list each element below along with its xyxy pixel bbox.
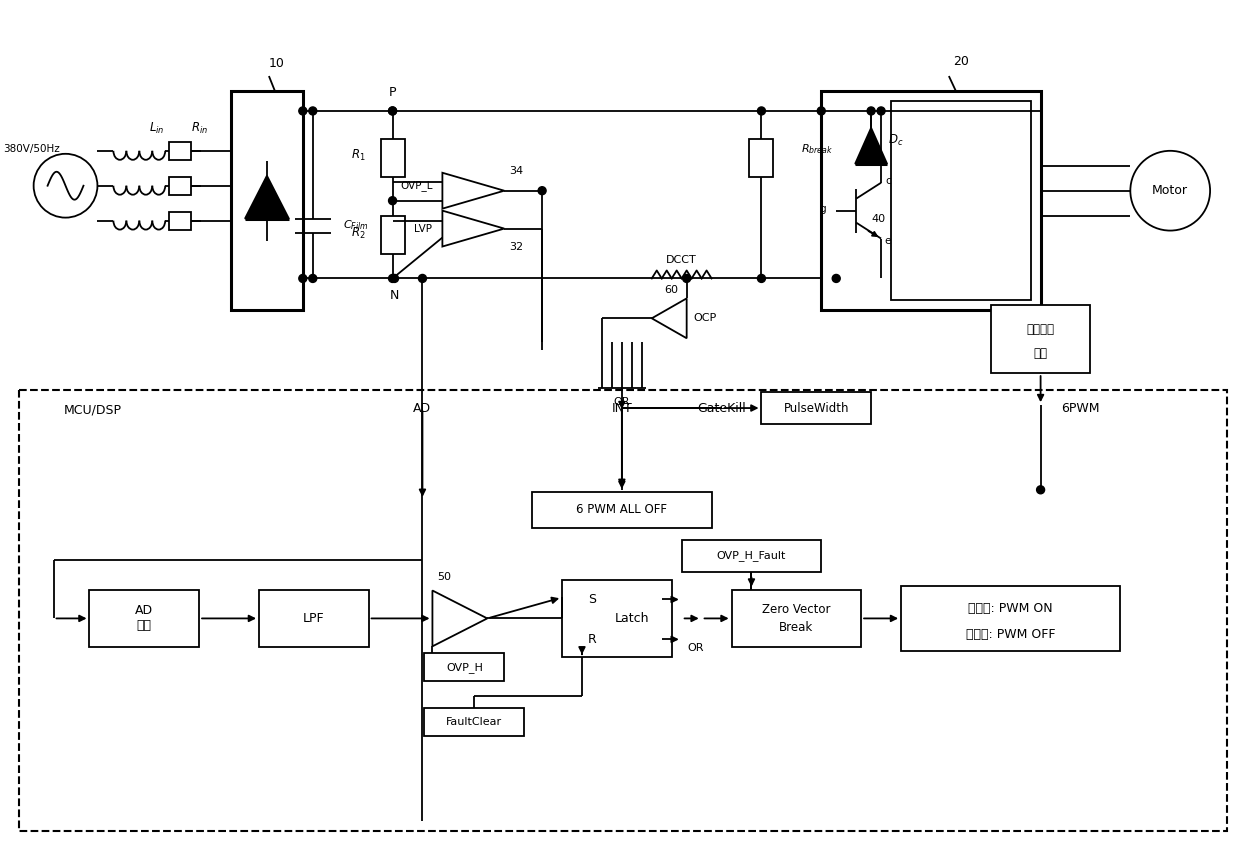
Text: PulseWidth: PulseWidth <box>784 402 849 415</box>
Bar <box>562 579 672 657</box>
Bar <box>231 91 303 310</box>
Text: g: g <box>820 204 826 214</box>
Circle shape <box>309 107 316 115</box>
Bar <box>169 176 191 195</box>
Circle shape <box>299 275 306 282</box>
Text: 6 PWM ALL OFF: 6 PWM ALL OFF <box>577 503 667 516</box>
Circle shape <box>388 197 397 204</box>
Text: Latch: Latch <box>615 612 649 625</box>
Bar <box>892 101 1030 300</box>
Text: c: c <box>885 176 890 186</box>
Text: INT: INT <box>611 402 632 415</box>
Text: 上桥臂: PWM OFF: 上桥臂: PWM OFF <box>966 628 1055 641</box>
Text: $R_{break}$: $R_{break}$ <box>801 142 833 156</box>
Circle shape <box>867 107 875 115</box>
Bar <box>991 305 1090 373</box>
Bar <box>901 585 1121 651</box>
Circle shape <box>758 275 765 282</box>
Bar <box>381 139 404 176</box>
Circle shape <box>309 275 316 282</box>
Circle shape <box>388 107 397 115</box>
Text: $D_c$: $D_c$ <box>888 133 904 148</box>
Circle shape <box>758 107 765 115</box>
Text: 6PWM: 6PWM <box>1061 402 1100 415</box>
Text: LVP: LVP <box>414 224 433 233</box>
Text: 60: 60 <box>665 286 678 295</box>
Text: GateKill: GateKill <box>697 402 746 415</box>
Bar <box>381 215 404 254</box>
Circle shape <box>1037 486 1044 494</box>
Text: $R_1$: $R_1$ <box>351 148 366 164</box>
Text: e: e <box>885 236 892 246</box>
Text: 下桥臂: PWM ON: 下桥臂: PWM ON <box>968 602 1053 615</box>
Circle shape <box>299 107 306 115</box>
Text: N: N <box>389 289 399 302</box>
Circle shape <box>817 107 826 115</box>
Text: 50: 50 <box>438 572 451 582</box>
Text: $R_2$: $R_2$ <box>351 226 366 241</box>
Polygon shape <box>246 176 289 219</box>
Bar <box>169 142 191 159</box>
Text: OVP_L: OVP_L <box>401 181 433 191</box>
Circle shape <box>391 275 398 282</box>
Text: OCP: OCP <box>693 313 717 323</box>
Text: 380V/50Hz: 380V/50Hz <box>4 144 60 153</box>
Text: $R_{in}$: $R_{in}$ <box>191 121 207 137</box>
Circle shape <box>877 107 885 115</box>
Text: $C_{Film}$: $C_{Film}$ <box>342 219 368 232</box>
Text: OVP_H_Fault: OVP_H_Fault <box>717 550 786 561</box>
Text: DCCT: DCCT <box>666 255 697 265</box>
Text: OR: OR <box>687 644 704 653</box>
Bar <box>259 589 368 647</box>
Bar <box>532 492 712 527</box>
Text: AD: AD <box>413 402 432 415</box>
Circle shape <box>683 275 691 282</box>
Text: 20: 20 <box>952 54 968 68</box>
Bar <box>682 539 821 572</box>
Text: 驱动电路: 驱动电路 <box>1027 323 1054 336</box>
Bar <box>732 589 861 647</box>
Circle shape <box>832 275 841 282</box>
Bar <box>424 653 505 681</box>
Text: Motor: Motor <box>1152 184 1188 198</box>
Bar <box>424 708 525 736</box>
Bar <box>169 212 191 230</box>
Bar <box>749 139 774 176</box>
Text: 故障: 故障 <box>1034 347 1048 360</box>
Circle shape <box>388 275 397 282</box>
Text: 32: 32 <box>510 242 523 252</box>
Text: 34: 34 <box>510 165 523 176</box>
Text: R: R <box>588 633 596 646</box>
Circle shape <box>388 107 397 115</box>
Bar <box>89 589 200 647</box>
Text: FaultClear: FaultClear <box>446 717 502 727</box>
Text: S: S <box>588 593 596 606</box>
Bar <box>19 390 1228 831</box>
Text: LPF: LPF <box>303 612 325 625</box>
Circle shape <box>538 187 546 195</box>
Text: MCU/DSP: MCU/DSP <box>63 404 122 416</box>
Text: AD
校准: AD 校准 <box>135 605 154 633</box>
Circle shape <box>418 275 427 282</box>
Text: Break: Break <box>779 621 813 634</box>
Text: 40: 40 <box>870 214 885 224</box>
Text: OR: OR <box>614 397 630 407</box>
Bar <box>761 392 872 424</box>
Text: Zero Vector: Zero Vector <box>763 603 831 616</box>
Bar <box>821 91 1040 310</box>
Text: 10: 10 <box>269 57 285 70</box>
Text: P: P <box>389 86 397 99</box>
Text: $L_{in}$: $L_{in}$ <box>149 121 164 137</box>
Polygon shape <box>856 128 887 164</box>
Text: OVP_H: OVP_H <box>446 661 482 672</box>
